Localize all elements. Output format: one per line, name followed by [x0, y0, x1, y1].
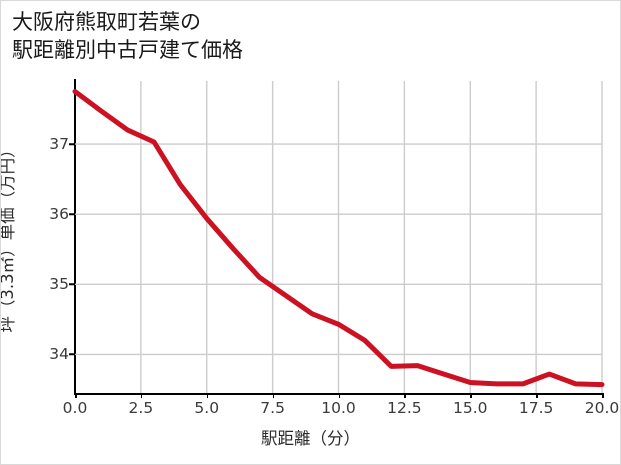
- x-tick-mark: [404, 393, 406, 398]
- x-tick-mark: [602, 393, 604, 398]
- y-tick-label: 37: [49, 135, 69, 154]
- x-tick-mark: [140, 393, 143, 398]
- x-tick-mark: [75, 393, 77, 398]
- x-tick-label: 0.0: [62, 399, 88, 417]
- y-tick-mark: [69, 213, 74, 215]
- y-tick-mark: [69, 283, 74, 286]
- y-tick-label: 35: [49, 275, 69, 294]
- y-tick-mark: [69, 353, 74, 356]
- y-tick-mark: [69, 143, 74, 145]
- y-axis-label: 坪（3.3㎡）単価（万円）: [0, 141, 17, 333]
- x-tick-mark: [536, 393, 538, 398]
- x-axis-label: 駅距離（分）: [261, 429, 360, 448]
- grid-lines: [75, 81, 603, 393]
- y-tick-label: 34: [49, 345, 69, 364]
- price-line: [72, 89, 605, 388]
- x-tick-label: 5.0: [194, 399, 220, 417]
- x-tick-label: 20.0: [584, 399, 620, 417]
- x-tick-label: 2.5: [128, 399, 154, 417]
- data-line: [72, 89, 605, 388]
- x-tick-label: 12.5: [387, 399, 422, 417]
- x-tick-mark: [470, 393, 472, 398]
- x-tick-mark: [206, 393, 209, 398]
- y-axis-spine: [74, 79, 76, 395]
- x-tick-label: 10.0: [321, 399, 356, 417]
- x-tick-mark: [272, 393, 275, 398]
- x-tick-label: 17.5: [518, 399, 554, 417]
- x-tick-label: 15.0: [452, 399, 488, 417]
- x-tick-mark: [338, 393, 340, 398]
- plot-area: [72, 81, 605, 393]
- x-tick-label: 7.5: [260, 399, 285, 417]
- y-tick-label: 36: [49, 205, 69, 224]
- chart-title: 大阪府熊取町若葉の 駅距離別中古戸建て価格: [12, 10, 243, 62]
